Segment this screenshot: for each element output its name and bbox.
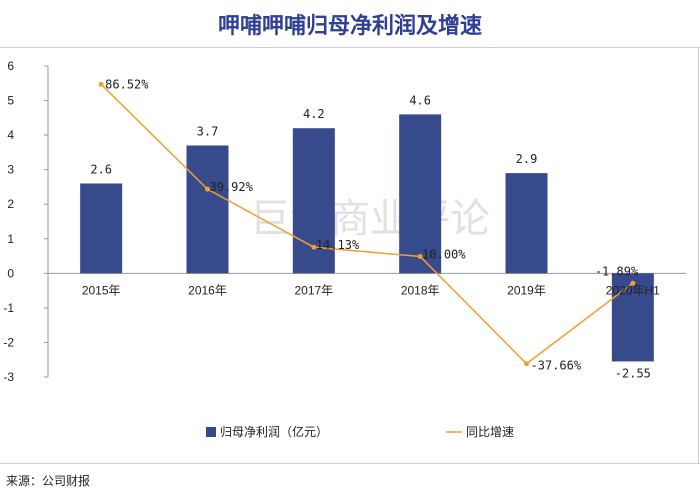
x-tick-label: 2016年 (188, 283, 227, 297)
y-tick-label: 3 (7, 163, 14, 177)
y-tick-label: 5 (7, 94, 14, 108)
bar-0 (80, 183, 123, 274)
growth-point-1 (205, 186, 210, 192)
growth-point-2 (311, 244, 317, 250)
x-tick-label: 2018年 (401, 283, 440, 297)
growth-value-label: 86.52% (105, 77, 149, 91)
source-note: 来源：公司财报 (6, 474, 91, 488)
x-tick-label: 2020年H1 (606, 283, 660, 297)
y-tick-label: 6 (7, 59, 14, 73)
y-tick-label: 1 (7, 232, 14, 246)
y-tick-label: 0 (7, 266, 14, 280)
legend-label-line: 同比增速 (466, 425, 514, 439)
growth-point-3 (417, 254, 423, 259)
watermark-text: 巨潮商业评论 (250, 196, 490, 242)
x-tick-label: 2019年 (507, 283, 546, 297)
growth-value-label: 10.00% (422, 248, 466, 262)
bar-value-label: 2.9 (516, 152, 538, 166)
bar-value-label: 3.7 (197, 124, 219, 138)
growth-line (100, 83, 634, 365)
x-tick-label: 2015年 (82, 283, 121, 297)
bar-value-label: 2.6 (90, 162, 112, 176)
bar-value-label: -2.55 (615, 366, 651, 380)
y-tick-label: -3 (3, 370, 14, 384)
x-tick-label: 2017年 (294, 283, 333, 297)
bar-3 (399, 114, 442, 274)
footer-divider (0, 463, 700, 464)
growth-point-5 (630, 280, 636, 286)
bar-1 (186, 145, 229, 274)
growth-value-label: 39.92% (210, 180, 254, 194)
bar-value-label: 4.2 (303, 107, 325, 121)
chart-title: 呷哺呷哺归母净利润及增速 (217, 14, 482, 39)
growth-value-label: 14.13% (316, 238, 360, 252)
growth-value-label: -37.66% (531, 359, 582, 373)
chart-frame (0, 48, 699, 463)
bar-5 (611, 273, 654, 362)
growth-point-0 (98, 81, 104, 87)
y-tick-label: -1 (3, 301, 14, 315)
title-divider (0, 47, 700, 48)
legend-label-bar: 归母净利润（亿元） (220, 424, 328, 439)
growth-value-label: -1.89% (595, 264, 639, 278)
y-tick-label: 4 (7, 128, 14, 142)
y-tick-label: -2 (3, 335, 14, 349)
y-tick-label: 2 (7, 197, 14, 211)
legend-swatch-bar (206, 427, 216, 437)
bar-value-label: 4.6 (409, 93, 431, 107)
growth-point-4 (524, 361, 529, 367)
bar-4 (505, 173, 548, 274)
